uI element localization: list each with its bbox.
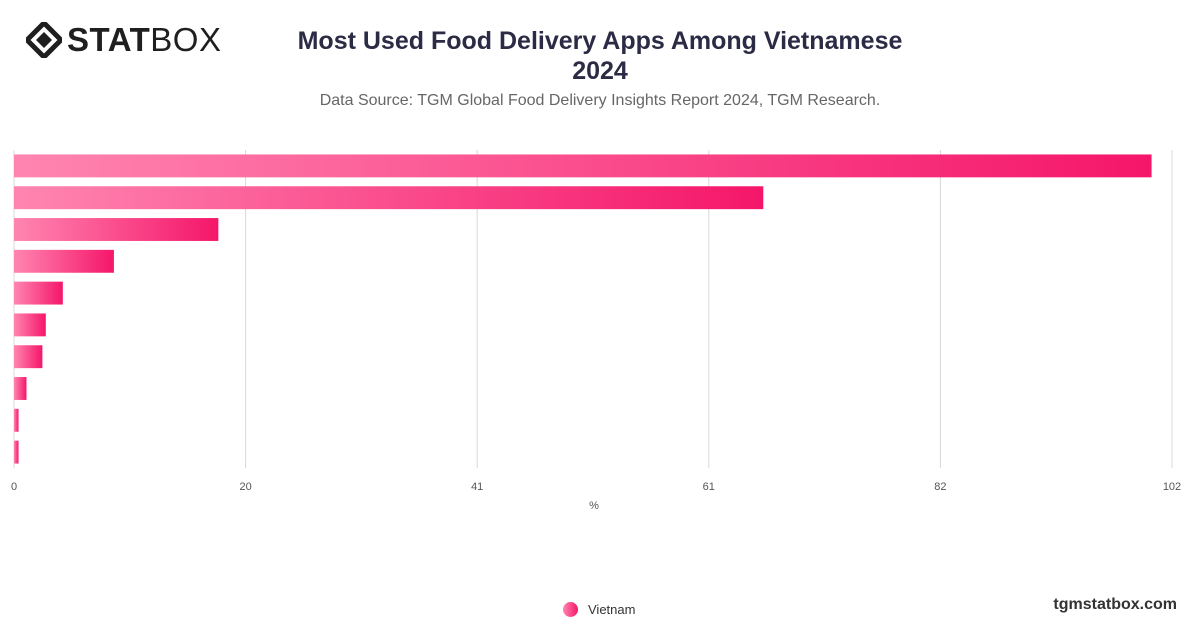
legend-swatch-icon <box>563 602 578 617</box>
chart-title: Most Used Food Delivery Apps Among Vietn… <box>0 26 1200 86</box>
chart-title-line2: 2024 <box>572 57 628 85</box>
x-axis-label: % <box>589 500 599 512</box>
logo-wordmark: STATBOX <box>67 22 221 58</box>
bar[interactable] <box>14 345 43 369</box>
bar[interactable] <box>14 281 63 305</box>
x-tick-label: 61 <box>703 481 715 493</box>
chart-title-line1: Most Used Food Delivery Apps Among Vietn… <box>297 27 903 55</box>
bar[interactable] <box>14 313 46 337</box>
x-tick-label: 20 <box>239 481 251 493</box>
logo-text-regular: BOX <box>150 21 222 58</box>
bar[interactable] <box>14 218 219 241</box>
x-tick-label: 41 <box>471 481 483 493</box>
legend-label-vietnam: Vietnam <box>588 602 636 617</box>
x-tick-label: 82 <box>934 481 946 493</box>
bar[interactable] <box>14 408 19 432</box>
x-tick-label: 102 <box>1163 481 1181 493</box>
watermark: tgmstatbox.com <box>1053 596 1177 613</box>
diamond-logo-icon <box>26 22 62 58</box>
chart-subtitle: Data Source: TGM Global Food Delivery In… <box>319 92 881 109</box>
x-tick-label: 0 <box>11 481 17 493</box>
bar[interactable] <box>14 377 27 400</box>
bar[interactable] <box>14 440 19 464</box>
bar[interactable] <box>14 154 1152 178</box>
statbox-logo: STATBOX <box>26 22 221 58</box>
legend[interactable]: Vietnam <box>563 602 635 617</box>
bar[interactable] <box>14 249 114 273</box>
logo-text-bold: STAT <box>67 21 151 58</box>
bar[interactable] <box>14 186 764 210</box>
